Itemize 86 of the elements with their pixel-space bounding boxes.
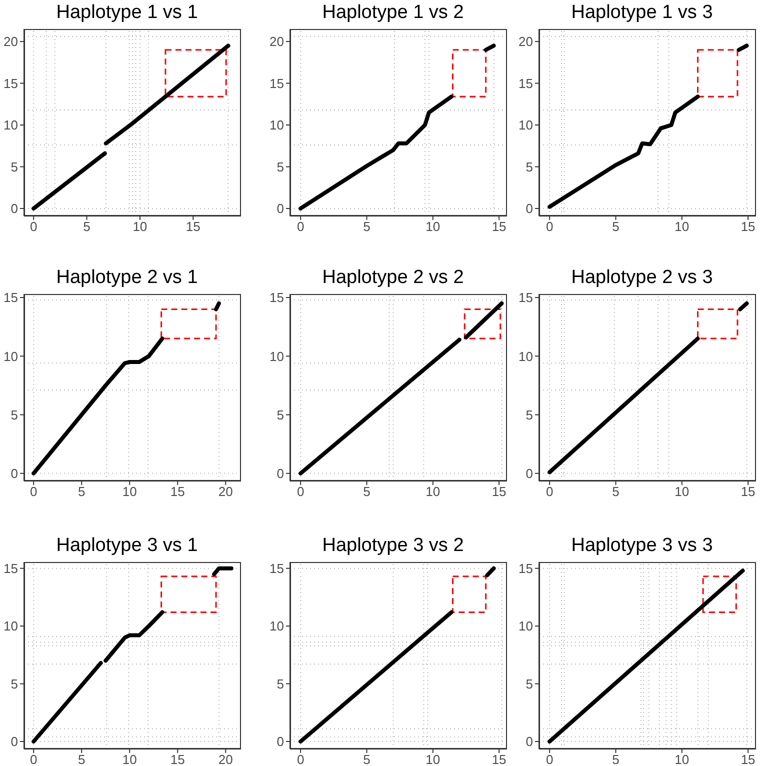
y-tick-label: 0 [526, 201, 533, 216]
x-tick-label: 10 [674, 484, 690, 500]
x-tick-label: 10 [674, 752, 690, 766]
x-tick-label: 5 [78, 752, 86, 766]
x-tick-label: 5 [83, 219, 90, 234]
x-tick-label: 0 [296, 484, 304, 500]
y-tick-label: 15 [4, 76, 18, 91]
chart-title: Haplotype 2 vs 3 [570, 267, 714, 289]
y-tick-label: 15 [270, 76, 284, 91]
y-tick-label: 0 [10, 466, 18, 481]
x-tick-label: 5 [363, 752, 370, 766]
chart-title: Haplotype 2 vs 2 [321, 267, 465, 289]
y-tick-label: 20 [4, 34, 18, 50]
chart-title: Haplotype 1 vs 1 [55, 2, 199, 24]
x-tick-label: 15 [740, 752, 756, 766]
x-tick-label: 15 [186, 219, 200, 234]
y-tick-label: 20 [518, 34, 533, 50]
x-tick-label: 10 [122, 752, 137, 766]
chart-title: Haplotype 3 vs 2 [321, 535, 465, 557]
y-tick-label: 10 [518, 348, 533, 364]
y-tick-label: 10 [518, 118, 533, 133]
y-tick-label: 5 [10, 407, 18, 422]
y-tick-label: 15 [4, 560, 18, 576]
y-tick-label: 15 [270, 290, 284, 306]
y-tick-label: 20 [270, 34, 284, 50]
x-tick-label: 15 [492, 219, 506, 234]
y-tick-label: 10 [270, 348, 284, 364]
x-tick-label: 5 [78, 484, 86, 500]
x-tick-label: 15 [492, 484, 506, 500]
x-tick-label: 5 [612, 752, 620, 766]
chart-title: Haplotype 1 vs 2 [321, 2, 465, 24]
x-tick-label: 0 [546, 752, 554, 766]
y-tick-label: 10 [4, 118, 18, 133]
y-tick-label: 5 [526, 407, 533, 422]
x-tick-label: 10 [426, 484, 440, 500]
x-tick-label: 20 [218, 484, 233, 500]
chart-title: Haplotype 3 vs 1 [55, 535, 199, 557]
y-tick-label: 0 [526, 466, 533, 481]
x-tick-label: 0 [30, 752, 38, 766]
x-tick-label: 0 [296, 219, 304, 234]
y-tick-label: 5 [526, 676, 533, 692]
chart-title: Haplotype 1 vs 3 [570, 2, 714, 24]
x-tick-label: 0 [546, 219, 554, 234]
x-tick-label: 5 [363, 219, 370, 234]
y-tick-label: 5 [276, 676, 284, 692]
y-tick-label: 0 [10, 201, 18, 216]
y-tick-label: 0 [526, 734, 533, 750]
y-tick-label: 10 [270, 118, 284, 133]
x-tick-label: 10 [674, 219, 690, 234]
x-tick-label: 15 [740, 219, 756, 234]
y-tick-label: 5 [276, 407, 284, 422]
y-tick-label: 0 [276, 201, 284, 216]
x-tick-label: 15 [492, 752, 506, 766]
x-tick-label: 15 [170, 484, 185, 500]
y-tick-label: 5 [276, 159, 284, 174]
x-tick-label: 0 [30, 219, 38, 234]
chart-title: Haplotype 2 vs 1 [55, 267, 199, 289]
x-tick-label: 0 [296, 752, 304, 766]
x-tick-label: 10 [426, 752, 440, 766]
x-tick-label: 10 [132, 219, 148, 234]
y-tick-label: 5 [10, 676, 18, 692]
y-tick-label: 15 [270, 560, 284, 576]
y-tick-label: 0 [276, 734, 284, 750]
chart-title: Haplotype 3 vs 3 [570, 535, 714, 557]
x-tick-label: 0 [546, 484, 554, 500]
y-tick-label: 15 [518, 560, 533, 576]
x-tick-label: 15 [740, 484, 756, 500]
x-tick-label: 20 [218, 752, 233, 766]
x-tick-label: 5 [363, 484, 370, 500]
x-tick-label: 0 [30, 484, 38, 500]
y-tick-label: 15 [4, 290, 18, 306]
y-tick-label: 10 [4, 348, 18, 364]
x-tick-label: 10 [426, 219, 440, 234]
y-tick-label: 10 [270, 618, 284, 634]
x-tick-label: 5 [612, 219, 620, 234]
y-tick-label: 0 [276, 466, 284, 481]
y-tick-label: 0 [10, 734, 18, 750]
y-tick-label: 5 [526, 159, 533, 174]
y-tick-label: 10 [518, 618, 533, 634]
x-tick-label: 5 [612, 484, 620, 500]
y-tick-label: 10 [4, 618, 18, 634]
x-tick-label: 15 [170, 752, 185, 766]
y-tick-label: 15 [518, 290, 533, 306]
y-tick-label: 15 [518, 76, 533, 91]
x-tick-label: 10 [122, 484, 137, 500]
y-tick-label: 5 [10, 159, 18, 174]
